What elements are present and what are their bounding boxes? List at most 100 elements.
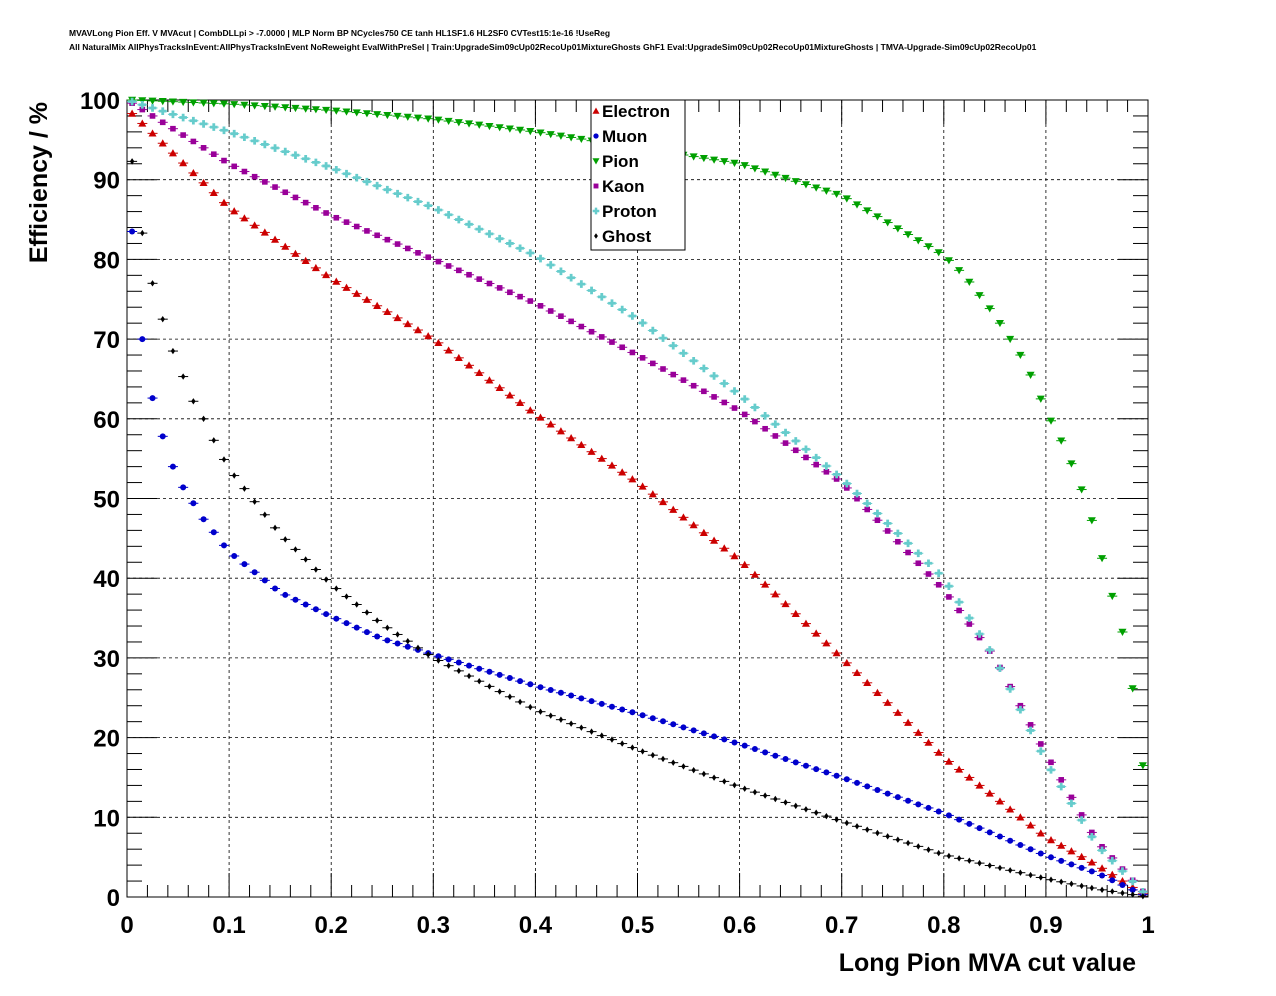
data-point: [568, 720, 574, 727]
data-point: [1139, 888, 1147, 896]
data-point: [435, 258, 442, 265]
data-point: [456, 267, 462, 274]
data-point: [721, 736, 728, 743]
data-point: [597, 293, 606, 301]
header-line-1: MVAVLong Pion Eff. V MVAcut | CombDLLpi …: [69, 28, 611, 38]
data-point: [740, 560, 749, 568]
data-point: [914, 549, 923, 558]
data-point: [628, 475, 637, 483]
data-point: [558, 313, 564, 319]
x-tick-label: 0.6: [723, 912, 756, 939]
data-point: [149, 113, 156, 119]
data-point: [129, 158, 135, 165]
data-point: [394, 640, 401, 647]
data-point: [1006, 685, 1014, 693]
data-point: [1036, 395, 1045, 403]
data-point: [791, 178, 800, 186]
data-point: [619, 706, 626, 713]
data-point: [853, 489, 861, 498]
data-point: [252, 498, 257, 505]
data-point: [364, 609, 370, 616]
data-point: [883, 698, 892, 706]
data-point: [639, 355, 646, 361]
data-point: [669, 505, 678, 513]
data-point: [995, 797, 1004, 805]
data-point: [1079, 882, 1084, 890]
data-point: [987, 862, 992, 869]
data-point: [1078, 864, 1085, 871]
data-point: [240, 133, 249, 142]
data-point: [322, 162, 330, 170]
data-point: [782, 756, 789, 763]
data-point: [1057, 437, 1066, 445]
data-point: [628, 312, 637, 320]
data-point: [546, 131, 555, 139]
data-point: [842, 195, 851, 203]
data-point: [261, 140, 269, 149]
data-point: [853, 668, 862, 677]
data-point: [1058, 857, 1065, 864]
data-point: [446, 662, 451, 669]
data-point: [597, 454, 606, 462]
data-point: [975, 292, 984, 300]
data-point: [832, 190, 841, 199]
data-point: [680, 724, 687, 731]
data-point: [436, 657, 441, 664]
data-point: [699, 528, 708, 537]
data-point: [190, 138, 197, 145]
data-point: [353, 223, 360, 230]
data-point: [730, 387, 739, 395]
data-point: [874, 787, 881, 794]
data-point: [587, 286, 596, 295]
series-ghost: [127, 158, 1148, 900]
data-point: [885, 833, 890, 840]
data-point: [557, 689, 564, 696]
data-point: [761, 168, 770, 176]
data-point: [487, 683, 492, 690]
data-point: [333, 615, 340, 622]
data-series: [127, 96, 1148, 900]
data-point: [230, 101, 239, 109]
data-point: [547, 308, 554, 314]
data-point: [638, 319, 647, 327]
data-point: [158, 139, 167, 147]
data-point: [589, 728, 594, 735]
data-point: [334, 585, 339, 592]
data-point: [353, 624, 360, 631]
data-point: [139, 336, 146, 343]
data-point: [985, 646, 994, 654]
data-point: [311, 106, 320, 114]
data-point: [1088, 833, 1096, 841]
data-point: [444, 210, 453, 219]
data-point: [701, 388, 707, 395]
data-point: [956, 816, 963, 823]
data-point: [691, 766, 696, 774]
data-point: [711, 394, 717, 400]
data-point: [516, 126, 525, 134]
data-point: [865, 826, 870, 833]
y-tick-label: 80: [93, 247, 120, 274]
data-point: [322, 270, 331, 279]
data-point: [546, 261, 555, 269]
data-point: [577, 135, 586, 144]
data-point: [199, 120, 208, 128]
data-point: [220, 542, 227, 549]
data-point: [497, 688, 502, 695]
data-point: [383, 185, 392, 194]
x-tick-label: 0: [120, 912, 133, 939]
data-point: [976, 825, 983, 832]
data-point: [1027, 722, 1034, 728]
data-point: [883, 219, 892, 227]
data-point: [210, 529, 217, 536]
data-point: [895, 836, 901, 843]
data-point: [660, 755, 666, 763]
data-point: [354, 601, 359, 608]
data-point: [965, 278, 974, 286]
data-point: [232, 472, 237, 479]
data-point: [1007, 867, 1013, 874]
data-point: [772, 433, 779, 439]
data-point: [393, 189, 402, 198]
data-point: [904, 539, 912, 548]
data-point: [1017, 841, 1024, 848]
data-point: [1089, 884, 1095, 892]
